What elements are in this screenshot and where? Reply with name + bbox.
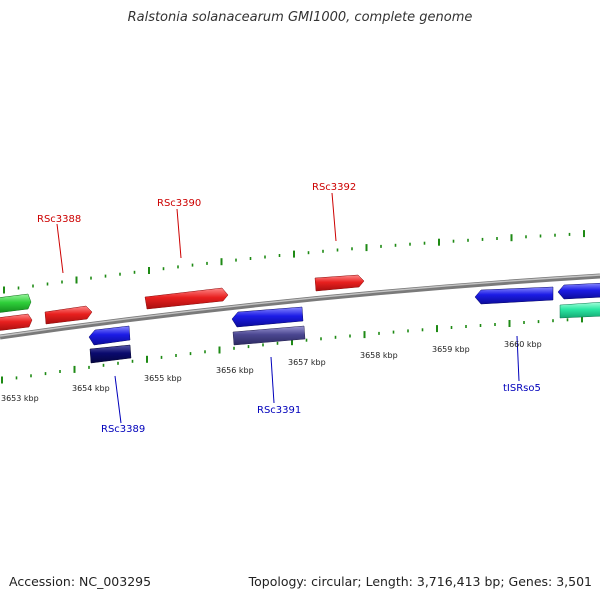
accession-text: Accession: NC_003295 <box>9 574 152 589</box>
gene-arrow-red-left[interactable] <box>0 313 33 331</box>
scale-label-3657: 3657 kbp <box>288 358 326 367</box>
forward-strand-ticks <box>3 230 585 294</box>
scale-label-3658: 3658 kbp <box>360 351 398 360</box>
leader-line-rsc3389 <box>114 375 122 424</box>
gene-arrow-rsc3388[interactable] <box>44 305 93 325</box>
leader-line-rsc3388 <box>56 223 64 274</box>
gene-label-rsc3390: RSc3390 <box>157 198 201 209</box>
leader-line-rsc3392 <box>331 192 337 242</box>
genome-backbone <box>0 273 600 340</box>
scale-label-3656: 3656 kbp <box>216 366 254 375</box>
gene-label-tisrso5: tISRso5 <box>503 383 541 394</box>
gene-label-rsc3392: RSc3392 <box>312 182 356 193</box>
scale-label-3655: 3655 kbp <box>144 374 182 383</box>
scale-label-3654: 3654 kbp <box>72 384 110 393</box>
gene-arrow-rsc3389[interactable] <box>88 325 131 346</box>
gene-block-aqua[interactable] <box>559 302 600 319</box>
gene-arrow-rsc3390[interactable] <box>144 287 229 310</box>
scale-label-3660: 3660 kbp <box>504 340 542 349</box>
leader-line-rsc3391 <box>270 356 275 404</box>
genome-summary-text: Topology: circular; Length: 3,716,413 bp… <box>248 574 592 589</box>
leader-line-rsc3390 <box>176 208 182 259</box>
scale-label-3659: 3659 kbp <box>432 345 470 354</box>
scale-label-3653: 3653 kbp <box>1 394 39 403</box>
gene-arrow-rsc3392[interactable] <box>314 274 365 292</box>
gene-label-rsc3389: RSc3389 <box>101 424 145 435</box>
gene-block-navy[interactable] <box>89 344 132 364</box>
map-title: Ralstonia solanacearum GMI1000, complete… <box>127 10 473 25</box>
leader-line-tisrso5 <box>516 335 520 382</box>
gene-label-rsc3391: RSc3391 <box>257 405 301 416</box>
reverse-strand-ticks <box>1 315 583 384</box>
gene-arrow-rsc3391[interactable] <box>231 306 304 328</box>
gene-label-rsc3388: RSc3388 <box>37 214 81 225</box>
gene-block-slate[interactable] <box>232 325 306 346</box>
gene-arrow-tisrso5[interactable] <box>474 286 554 305</box>
gene-arrow-green-forward[interactable] <box>0 293 32 313</box>
genome-backbone-highlight <box>0 274 600 337</box>
gene-arrow-blue-right[interactable] <box>557 282 600 300</box>
